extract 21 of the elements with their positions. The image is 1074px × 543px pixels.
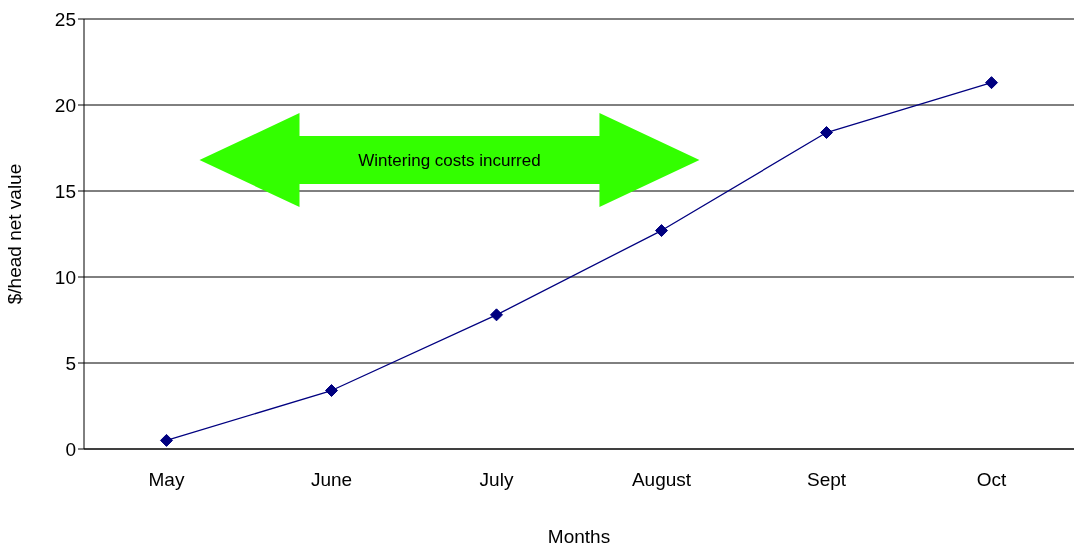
point (325, 384, 338, 398)
point (160, 433, 173, 447)
x-tick-label: Sept (806, 469, 847, 491)
x-tick-label: July (479, 469, 514, 491)
y-tick-label: 15 (54, 180, 76, 202)
y-tick-label: 25 (54, 8, 76, 30)
x-tick-label: Oct (976, 469, 1007, 491)
x-tick-label: June (310, 469, 353, 491)
x-tick-label: August (631, 469, 692, 491)
point (820, 126, 833, 140)
y-tick-label: 0 (65, 438, 76, 460)
point (490, 308, 503, 322)
y-tick-label: 20 (54, 94, 76, 116)
y-tick-label: 10 (54, 266, 76, 288)
y-tick-label: 5 (65, 352, 76, 374)
annotation: Wintering costs incurred (358, 151, 541, 171)
point (655, 224, 668, 238)
point (985, 76, 998, 90)
x-tick-label: May (148, 469, 185, 491)
y-axis-title: $/head net value (3, 163, 25, 305)
x-axis-title: Months (547, 526, 611, 543)
